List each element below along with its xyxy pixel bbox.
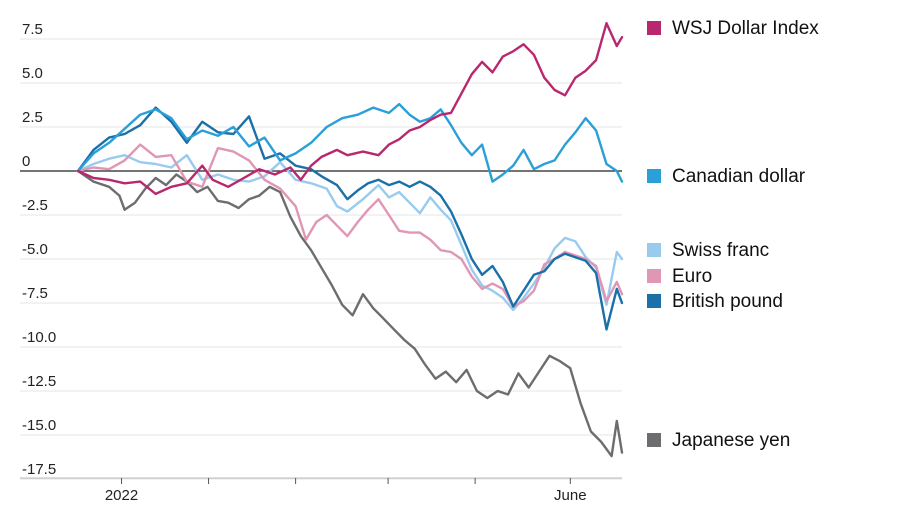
y-tick-label: -10.0	[22, 329, 56, 346]
y-tick-label: -12.5	[22, 373, 56, 390]
y-tick-label: -17.5	[22, 461, 56, 478]
series-line-swiss-franc	[76, 154, 624, 312]
y-tick-label: 0	[22, 153, 30, 170]
series-line-euro	[76, 143, 624, 308]
legend-label-british-pound: British pound	[672, 291, 783, 312]
y-tick-label: 2.5	[22, 109, 43, 126]
y-tick-label: -2.5	[22, 197, 48, 214]
legend-swatch-swiss-franc	[647, 243, 661, 257]
y-tick-label: 7.5	[22, 21, 43, 38]
legend-label-japanese-yen: Japanese yen	[672, 430, 790, 451]
series-line-wsj-dollar-index	[76, 22, 624, 196]
legend-label-swiss-franc: Swiss franc	[672, 240, 769, 261]
legend-swatch-canadian-dollar	[647, 169, 661, 183]
legend-swatch-wsj-dollar-index	[647, 21, 661, 35]
legend-label-wsj-dollar-index: WSJ Dollar Index	[672, 18, 819, 39]
x-tick-label: June	[554, 487, 587, 504]
x-axis: 2022 June	[20, 477, 622, 504]
y-tick-label: -15.0	[22, 417, 56, 434]
legend-swatch-british-pound	[647, 294, 661, 308]
legend: WSJ Dollar Index Canadian dollar Swiss fra…	[647, 18, 819, 451]
x-tick-label: 2022	[105, 487, 138, 504]
legend-label-euro: Euro	[672, 266, 712, 287]
legend-label-canadian-dollar: Canadian dollar	[672, 166, 806, 187]
series-lines	[76, 22, 624, 458]
legend-swatch-euro	[647, 269, 661, 283]
y-tick-label: 5.0	[22, 65, 43, 82]
y-axis-ticks: 7.5 5.0 2.5 0 -2.5 -5.0 -7.5 -10.0 -12.5 -15.0 -17…	[22, 21, 56, 478]
legend-swatch-japanese-yen	[647, 433, 661, 447]
y-tick-label: -5.0	[22, 241, 48, 258]
y-tick-label: -7.5	[22, 285, 48, 302]
grid-lines	[20, 38, 622, 480]
series-line-japanese-yen	[76, 169, 624, 458]
series-line-british-pound	[76, 106, 624, 331]
series-line-canadian-dollar	[76, 102, 624, 183]
